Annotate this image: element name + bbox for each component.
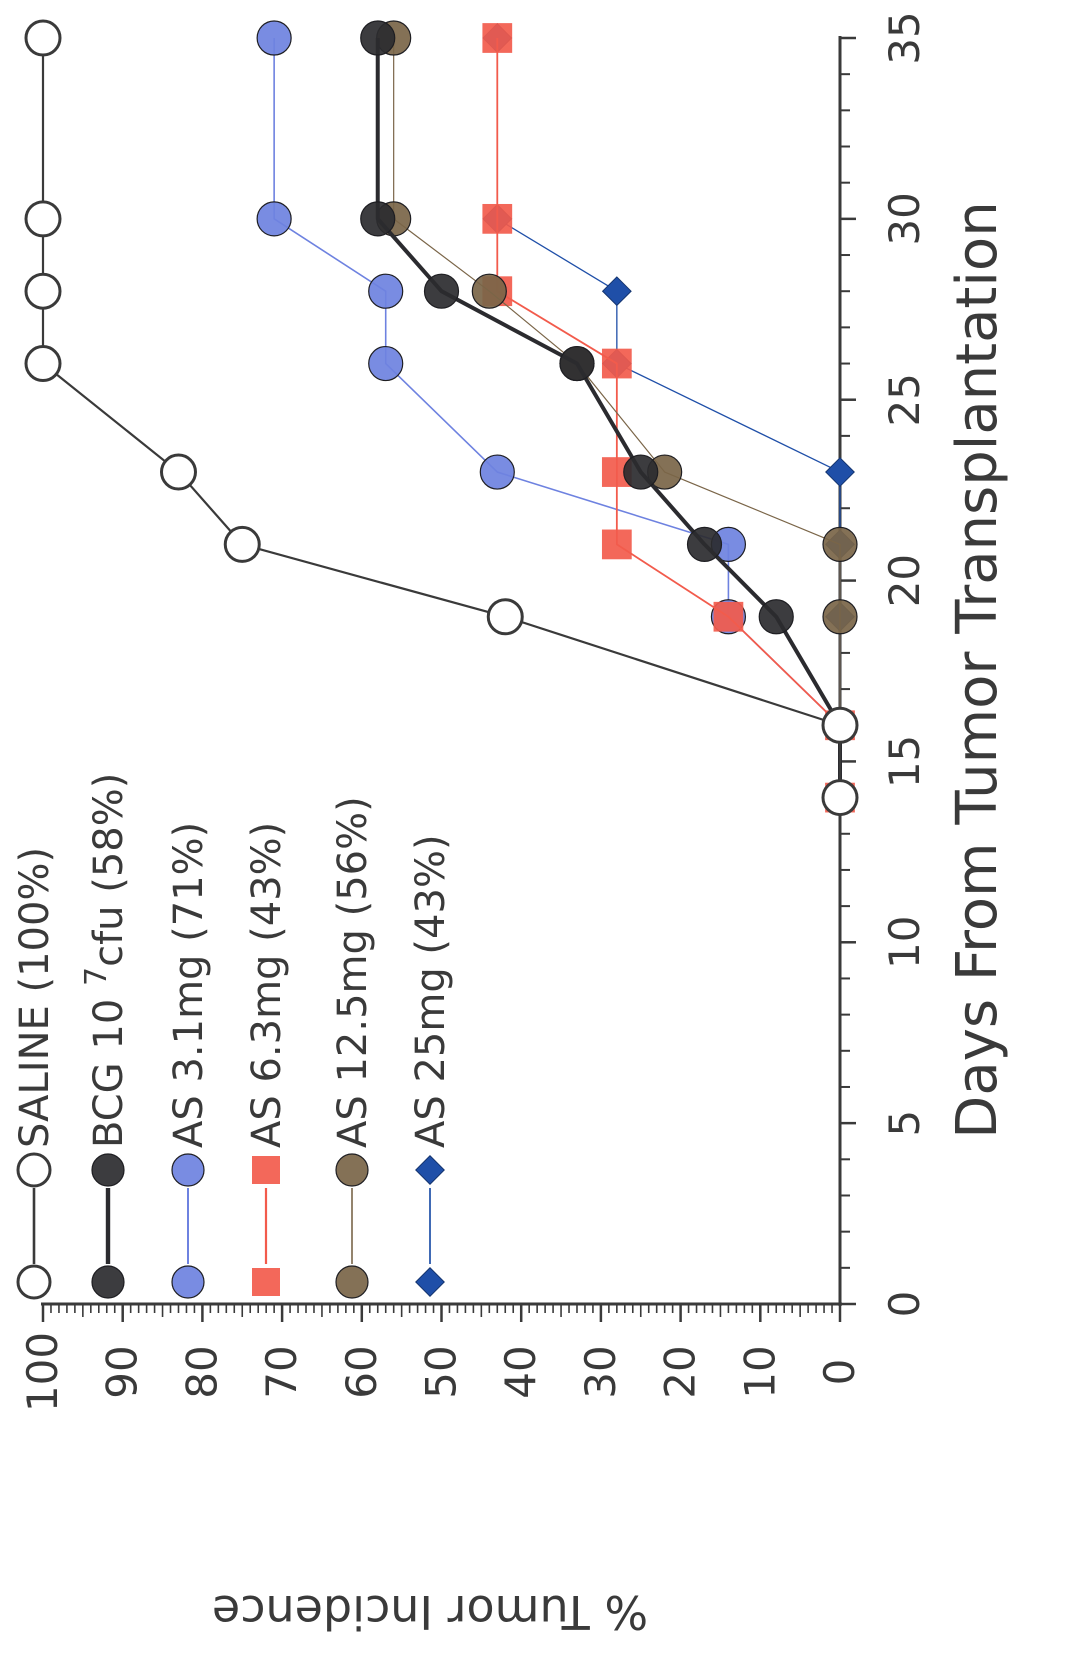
data-point [223, 525, 261, 563]
legend-marker [91, 1153, 125, 1187]
series-line [273, 38, 841, 798]
x-tick-label: 15 [880, 735, 929, 788]
legend-marker [335, 1153, 369, 1187]
y-tick-label: 100 [18, 1332, 67, 1412]
x-tick-label: 20 [880, 554, 929, 607]
data-point [822, 526, 858, 563]
y-tick-label: 60 [337, 1345, 386, 1398]
data-point [821, 779, 859, 817]
legend-marker [16, 1264, 52, 1300]
x-tick-label: 35 [880, 11, 929, 64]
data-point [368, 345, 404, 382]
series-1 [24, 19, 859, 817]
legend-marker [91, 1265, 125, 1299]
data-point [482, 23, 513, 53]
data-point [159, 453, 197, 491]
legend-marker [415, 1155, 445, 1185]
data-point [360, 201, 396, 237]
data-point [486, 598, 524, 636]
legend: SALINE (100%) BCG 10 7cfu (58%) AS 3.1mg (… [12, 773, 454, 1300]
series-2 [360, 20, 858, 816]
y-tick-label: 50 [417, 1345, 466, 1398]
y-tick-label: 40 [496, 1345, 545, 1398]
legend-marker [415, 1267, 445, 1297]
legend-label: AS 12.5mg (56%) [330, 796, 376, 1148]
data-point [686, 526, 723, 563]
data-point [368, 273, 404, 309]
legend-label: AS 25mg (43%) [408, 834, 454, 1148]
legend-marker [335, 1265, 369, 1299]
legend-entry-3: AS 3.1mg (71%) [166, 822, 212, 1299]
data-point [256, 201, 292, 237]
data-point [24, 345, 62, 383]
x-tick-label: 10 [880, 916, 929, 969]
data-point [601, 348, 632, 379]
data-point [821, 706, 859, 744]
legend-entry-2: BCG 10 7cfu (58%) [79, 773, 132, 1299]
y-tick-label: 10 [735, 1345, 784, 1398]
data-point [360, 20, 396, 56]
legend-entry-5: AS 12.5mg (56%) [330, 796, 376, 1299]
data-point [479, 454, 515, 490]
data-point [482, 203, 513, 234]
legend-marker [171, 1265, 205, 1299]
data-point [623, 454, 659, 490]
legend-label: AS 6.3mg (43%) [244, 822, 290, 1148]
data-point [24, 19, 62, 57]
legend-marker [252, 1268, 280, 1296]
data-point [423, 273, 460, 309]
series-line [496, 38, 841, 798]
y-tick-label: 70 [257, 1345, 306, 1398]
series-layer [24, 19, 859, 817]
data-point [601, 276, 632, 307]
legend-entry-4: AS 6.3mg (43%) [244, 822, 290, 1296]
data-point [825, 457, 855, 488]
series-3 [256, 20, 858, 816]
data-point [24, 200, 62, 238]
series-line [496, 38, 841, 798]
axes: 0 5 10 15 20 25 30 35 0 10 20 30 40 50 60 70 80 90 100 [18, 11, 929, 1412]
legend-label: AS 3.1mg (71%) [166, 822, 212, 1148]
x-tick-label: 25 [880, 373, 929, 426]
data-point [559, 345, 595, 382]
data-point [758, 599, 794, 635]
legend-marker [16, 1152, 52, 1188]
x-axis-label: Days From Tumor Transplantation [945, 201, 1010, 1138]
series-line [375, 38, 842, 798]
x-tick-label: 5 [880, 1110, 929, 1137]
data-point [256, 20, 292, 56]
y-tick-label: 20 [656, 1345, 705, 1398]
data-point [713, 601, 744, 632]
series-6 [482, 23, 855, 813]
legend-entry-1: SALINE (100%) [12, 847, 58, 1300]
legend-marker [171, 1153, 205, 1187]
y-tick-label: 0 [815, 1359, 864, 1386]
y-tick-label: 90 [98, 1345, 147, 1398]
y-axis-label: % Tumor Incidence [212, 1585, 648, 1639]
series-4 [482, 23, 855, 813]
x-tick-label: 0 [880, 1291, 929, 1318]
x-tick-label: 30 [880, 192, 929, 245]
y-tick-label: 80 [177, 1345, 226, 1398]
y-tick-label: 30 [576, 1345, 625, 1398]
legend-label: BCG 10 7cfu (58%) [79, 773, 132, 1148]
data-point [471, 273, 507, 309]
data-point [822, 599, 858, 635]
data-point [24, 272, 62, 310]
legend-marker [252, 1156, 280, 1184]
data-point [601, 529, 632, 560]
legend-entry-6: AS 25mg (43%) [408, 834, 454, 1297]
legend-label: SALINE (100%) [12, 847, 58, 1148]
